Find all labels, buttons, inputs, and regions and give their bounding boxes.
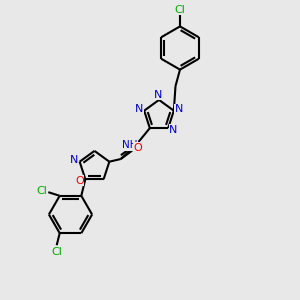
Text: N: N (154, 89, 163, 100)
Text: NH: NH (122, 140, 137, 150)
Text: N: N (169, 124, 178, 135)
Text: N: N (135, 104, 143, 114)
Text: Cl: Cl (51, 247, 62, 257)
Text: Cl: Cl (36, 186, 47, 196)
Text: N: N (175, 104, 183, 114)
Text: N: N (70, 155, 78, 165)
Text: O: O (133, 142, 142, 153)
Text: O: O (75, 176, 84, 186)
Text: Cl: Cl (175, 4, 185, 15)
